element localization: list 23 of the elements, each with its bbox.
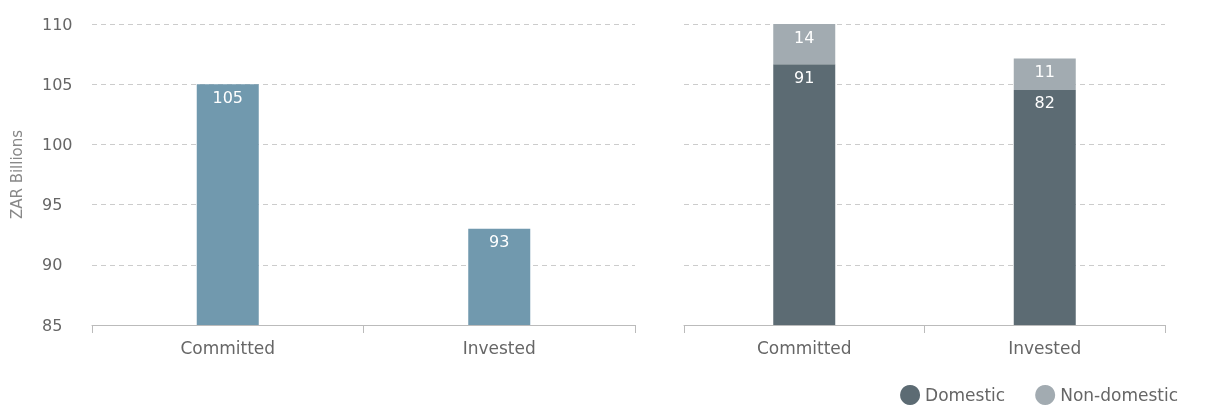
y-tick-label: 85 bbox=[42, 315, 63, 335]
y-tick-label: 105 bbox=[42, 74, 73, 94]
bar bbox=[1013, 58, 1076, 90]
bar bbox=[1013, 89, 1076, 325]
x-tick-label: Invested bbox=[462, 337, 536, 358]
bar bbox=[773, 64, 836, 325]
y-axis-title: ZAR Billions bbox=[7, 129, 26, 220]
y-tick-label: 100 bbox=[42, 134, 73, 154]
x-tick-label: Invested bbox=[1008, 337, 1082, 358]
data-label: 14 bbox=[794, 27, 815, 47]
x-tick-label: Committed bbox=[180, 337, 276, 358]
y-tick-label: 110 bbox=[42, 14, 73, 34]
data-label: 93 bbox=[489, 232, 510, 252]
bar bbox=[773, 24, 836, 65]
data-label: 11 bbox=[1034, 61, 1055, 81]
data-label: 82 bbox=[1034, 93, 1055, 113]
legend-label: Non-domestic bbox=[1060, 385, 1179, 405]
y-tick-label: 95 bbox=[42, 195, 63, 215]
x-tick-label: Committed bbox=[756, 337, 852, 358]
y-tick-label: 90 bbox=[42, 255, 63, 275]
legend-label: Domestic bbox=[925, 385, 1006, 405]
data-label: 105 bbox=[212, 87, 244, 107]
data-label: 91 bbox=[794, 67, 815, 87]
